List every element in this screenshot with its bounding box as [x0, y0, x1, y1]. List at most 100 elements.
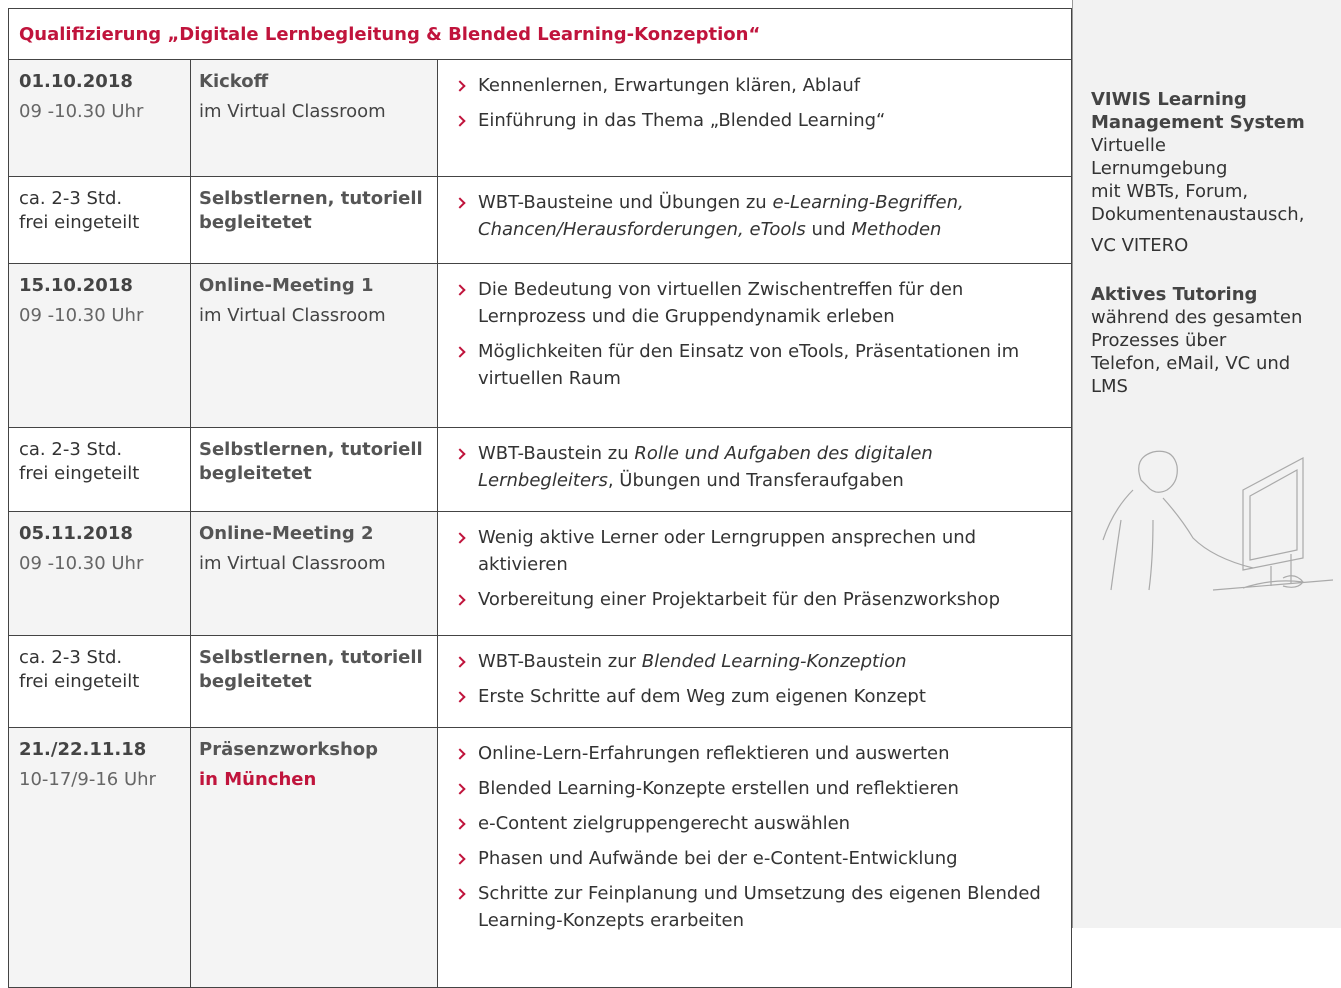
time: 09 -10.30 Uhr — [19, 553, 144, 574]
bullet-item: Kennenlernen, Erwartungen klären, Ablauf — [452, 72, 1059, 99]
table-title: Qualifizierung „Digitale Lernbegleitung … — [8, 8, 1072, 60]
topic-cell: Kickoff im Virtual Classroom — [190, 59, 438, 177]
topic-subtitle: im Virtual Classroom — [199, 553, 386, 574]
bullet-text: Einführung in das Thema „Blended Learnin… — [478, 110, 886, 131]
sidebar-line: mit WBTs, Forum, — [1091, 181, 1249, 202]
topic-cell: Selbstlernen, tutoriell begleitetet — [190, 176, 438, 264]
date: ca. 2-3 Std. — [19, 439, 123, 460]
bullet-text: , Übungen und Transferaufgaben — [607, 470, 904, 491]
topic-title: Selbstlernen, tutoriell begleitetet — [199, 647, 423, 692]
bullet-list: Online-Lern-Erfahrungen reflektieren und… — [438, 728, 1071, 934]
title-row: Qualifizierung „Digitale Lernbegleitung … — [8, 8, 1072, 60]
time: frei eingeteilt — [19, 463, 140, 484]
bullet-item: Erste Schritte auf dem Weg zum eigenen K… — [452, 683, 1059, 710]
bullet-text: Vorbereitung einer Projektarbeit für den… — [478, 589, 1000, 610]
date: ca. 2-3 Std. — [19, 188, 123, 209]
bullet-emphasis: Blended Learning-Konzeption — [641, 651, 907, 672]
bullet-item: WBT-Bausteine und Übungen zu e-Learning-… — [452, 189, 1059, 243]
date: ca. 2-3 Std. — [19, 647, 123, 668]
content-cell: WBT-Baustein zu Rolle und Aufgaben des d… — [437, 427, 1072, 512]
bullet-item: e-Content zielgruppengerecht auswählen — [452, 810, 1059, 837]
topic-title: Online-Meeting 2 — [199, 523, 374, 544]
bullet-chevron — [454, 656, 466, 668]
bullet-chevron — [454, 346, 466, 358]
date: 15.10.2018 — [19, 275, 133, 296]
bullet-emphasis: e-Learning-Begriffen, Chancen/Herausford… — [478, 192, 964, 240]
content-cell: Wenig aktive Lerner oder Lerngruppen ans… — [437, 511, 1072, 636]
sidebar-text: VIWIS Learning Management System Virtuelle… — [1091, 88, 1305, 406]
bullet-chevron — [454, 853, 466, 865]
topic-cell: Präsenzworkshop in München — [190, 727, 438, 988]
bullet-text: Wenig aktive Lerner oder Lerngruppen ans… — [478, 527, 977, 575]
bullet-text: WBT-Baustein zu — [478, 443, 635, 464]
date: 01.10.2018 — [19, 71, 133, 92]
topic-cell: Selbstlernen, tutoriell begleitetet — [190, 635, 438, 728]
date-cell: ca. 2-3 Std. frei eingeteilt — [8, 635, 191, 728]
schedule-row: ca. 2-3 Std. frei eingeteilt Selbstlernen,… — [8, 427, 1072, 512]
schedule-row: 05.11.2018 09 -10.30 Uhr Online-Meeting 2 i… — [8, 511, 1072, 636]
bullet-item: Online-Lern-Erfahrungen reflektieren und… — [452, 740, 1059, 767]
schedule-row: 15.10.2018 09 -10.30 Uhr Online-Meeting 1 i… — [8, 263, 1072, 428]
bullet-chevron — [454, 284, 466, 296]
content-cell: WBT-Bausteine und Übungen zu e-Learning-… — [437, 176, 1072, 264]
bullet-text: e-Content zielgruppengerecht auswählen — [478, 813, 851, 834]
page: Qualifizierung „Digitale Lernbegleitung … — [8, 0, 1341, 988]
bullet-item: WBT-Baustein zu Rolle und Aufgaben des d… — [452, 440, 1059, 494]
sidebar-line: Dokumentenaustausch, — [1091, 204, 1305, 225]
bullet-chevron — [454, 115, 466, 127]
bullet-item: Schritte zur Feinplanung und Umsetzung d… — [452, 880, 1059, 934]
bullet-chevron — [454, 532, 466, 544]
sidebar-line: Telefon, eMail, VC und — [1091, 353, 1291, 374]
sidebar-block: Aktives Tutoring während des gesamten Proz… — [1091, 283, 1305, 398]
bullet-chevron — [454, 748, 466, 760]
bullet-chevron — [454, 594, 466, 606]
sidebar: VIWIS Learning Management System Virtuelle… — [1072, 0, 1341, 928]
sidebar-line: Virtuelle — [1091, 135, 1166, 156]
time: 09 -10.30 Uhr — [19, 305, 144, 326]
time: 10-17/9-16 Uhr — [19, 769, 156, 790]
sidebar-heading: Management System — [1091, 112, 1305, 133]
bullet-list: WBT-Baustein zu Rolle und Aufgaben des d… — [438, 428, 1071, 494]
topic-cell: Online-Meeting 1 im Virtual Classroom — [190, 263, 438, 428]
date-cell: 01.10.2018 09 -10.30 Uhr — [8, 59, 191, 177]
topic-cell: Online-Meeting 2 im Virtual Classroom — [190, 511, 438, 636]
bullet-text: Phasen und Aufwände bei der e-Content-En… — [478, 848, 958, 869]
bullet-item: Möglichkeiten für den Einsatz von eTools… — [452, 338, 1059, 392]
content-cell: Die Bedeutung von virtuellen Zwischentre… — [437, 263, 1072, 428]
sidebar-heading: VIWIS Learning — [1091, 89, 1247, 110]
time: frei eingeteilt — [19, 671, 140, 692]
bullet-chevron — [454, 888, 466, 900]
bullet-item: Phasen und Aufwände bei der e-Content-En… — [452, 845, 1059, 872]
bullet-item: Wenig aktive Lerner oder Lerngruppen ans… — [452, 524, 1059, 578]
topic-subtitle: in München — [199, 769, 317, 790]
bullet-emphasis: Rolle und Aufgaben des digitalen Lernbeg… — [478, 443, 933, 491]
content-cell: Online-Lern-Erfahrungen reflektieren und… — [437, 727, 1072, 988]
schedule-row: ca. 2-3 Std. frei eingeteilt Selbstlernen,… — [8, 176, 1072, 264]
bullet-text: Online-Lern-Erfahrungen reflektieren und… — [478, 743, 950, 764]
bullet-text: Blended Learning-Konzepte erstellen und … — [478, 778, 959, 799]
topic-subtitle: im Virtual Classroom — [199, 305, 386, 326]
bullet-text: Erste Schritte auf dem Weg zum eigenen K… — [478, 686, 926, 707]
topic-title: Online-Meeting 1 — [199, 275, 374, 296]
date-cell: 15.10.2018 09 -10.30 Uhr — [8, 263, 191, 428]
date: 21./22.11.18 — [19, 739, 147, 760]
date-cell: ca. 2-3 Std. frei eingeteilt — [8, 427, 191, 512]
bullet-chevron — [454, 783, 466, 795]
sidebar-block: VIWIS Learning Management System Virtuelle… — [1091, 88, 1305, 226]
schedule-row: 01.10.2018 09 -10.30 Uhr Kickoff im Virtual… — [8, 59, 1072, 177]
table-body: Qualifizierung „Digitale Lernbegleitung … — [8, 8, 1072, 988]
bullet-text: Möglichkeiten für den Einsatz von eTools… — [478, 341, 1020, 389]
bullet-chevron — [454, 197, 466, 209]
schedule-row: 21./22.11.18 10-17/9-16 Uhr Präsenzworksho… — [8, 727, 1072, 988]
bullet-item: Vorbereitung einer Projektarbeit für den… — [452, 586, 1059, 613]
sidebar-line: Lernumgebung — [1091, 158, 1228, 179]
topic-subtitle: im Virtual Classroom — [199, 101, 386, 122]
bullet-text: und — [805, 219, 852, 240]
bullet-text: Die Bedeutung von virtuellen Zwischentre… — [478, 279, 964, 327]
time: frei eingeteilt — [19, 212, 140, 233]
sidebar-line: LMS — [1091, 376, 1128, 397]
bullet-list: WBT-Bausteine und Übungen zu e-Learning-… — [438, 177, 1071, 243]
topic-title: Selbstlernen, tutoriell begleitetet — [199, 439, 423, 484]
sidebar-line: während des gesamten — [1091, 307, 1303, 328]
bullet-emphasis: Methoden — [851, 219, 942, 240]
